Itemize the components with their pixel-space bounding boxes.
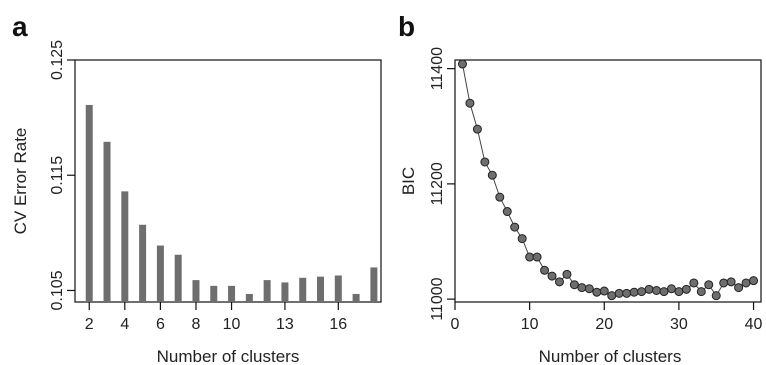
data-point	[554, 277, 564, 287]
data-point	[465, 98, 475, 108]
data-point	[562, 269, 572, 279]
data-point	[577, 283, 587, 293]
plot-frame-a	[74, 59, 382, 303]
y-axis-label-b: BIC	[399, 167, 418, 195]
y-tick-label: 11200	[429, 162, 446, 205]
data-point	[547, 271, 557, 281]
x-tick-label: 2	[85, 316, 94, 333]
bar	[299, 277, 307, 302]
data-point	[569, 280, 579, 290]
x-tick-label: 13	[276, 316, 294, 333]
x-tick-label: 0	[451, 316, 460, 333]
data-point	[607, 291, 617, 301]
bar	[156, 245, 164, 302]
data-point	[510, 222, 520, 232]
data-point	[726, 277, 736, 287]
data-point	[592, 287, 602, 297]
x-axis-label-a: Number of clusters	[157, 347, 300, 365]
x-axis-b: 0 10 20 30 40	[451, 302, 763, 333]
data-point	[525, 252, 535, 262]
points-b	[457, 59, 759, 301]
x-axis-a: 2 4 6 8 10 13 16	[85, 302, 347, 333]
data-point	[704, 280, 714, 290]
data-point	[749, 276, 759, 286]
data-point	[696, 287, 706, 297]
data-point	[480, 157, 490, 167]
data-point	[540, 265, 550, 275]
bar	[85, 104, 93, 302]
y-tick-label: 0.105	[49, 270, 66, 310]
data-point	[741, 278, 751, 288]
panel-b: b 0 10 20 30 40 11000 11200 11400 Number of cl…	[398, 11, 763, 365]
data-point	[644, 284, 654, 294]
x-tick-label: 10	[521, 316, 539, 333]
data-point	[487, 170, 497, 180]
bar	[103, 141, 111, 302]
data-point	[495, 192, 505, 202]
data-point	[666, 284, 676, 294]
y-tick-label: 0.115	[49, 156, 66, 195]
data-point	[711, 291, 721, 301]
y-tick-label: 0.125	[49, 40, 66, 80]
x-tick-label: 4	[120, 316, 129, 333]
data-point	[719, 278, 729, 288]
data-point	[457, 59, 467, 69]
bar	[281, 282, 289, 302]
y-axis-a: 0.105 0.115 0.125	[49, 40, 75, 310]
data-point	[614, 288, 624, 298]
data-point	[599, 286, 609, 296]
panel-letter-b: b	[398, 11, 415, 42]
bar	[192, 280, 200, 302]
bar	[139, 224, 147, 302]
x-tick-label: 8	[192, 316, 201, 333]
data-point	[637, 287, 647, 297]
data-point	[689, 278, 699, 288]
bar	[174, 254, 182, 302]
y-tick-label: 11400	[429, 47, 446, 90]
x-tick-label: 10	[223, 316, 241, 333]
data-point	[681, 284, 691, 294]
bar	[228, 285, 236, 302]
bar	[121, 191, 129, 302]
bic-series-line	[462, 63, 754, 297]
x-axis-label-b: Number of clusters	[539, 347, 682, 365]
data-point	[622, 288, 632, 298]
plot-frame-b	[454, 59, 762, 303]
y-axis-label-a: CV Error Rate	[11, 128, 30, 235]
data-point	[472, 124, 482, 134]
data-point	[502, 207, 512, 217]
bar	[352, 293, 360, 302]
y-tick-label: 11000	[429, 277, 446, 320]
x-tick-label: 6	[156, 316, 165, 333]
y-axis-b: 11000 11200 11400	[429, 47, 455, 321]
bar	[263, 280, 271, 302]
panel-letter-a: a	[12, 11, 28, 42]
x-tick-label: 40	[745, 316, 763, 333]
data-point	[629, 287, 639, 297]
bar	[334, 275, 342, 302]
data-point	[734, 283, 744, 293]
data-point	[517, 234, 527, 244]
data-point	[652, 285, 662, 295]
panel-a: a 2 4 6 8 10 13 16 0.105 0.115 0.125 Number of c…	[11, 11, 382, 365]
bar	[210, 285, 218, 302]
data-point	[659, 287, 669, 297]
bars-a	[85, 104, 378, 302]
x-tick-label: 30	[670, 316, 688, 333]
data-point	[584, 284, 594, 294]
x-tick-label: 20	[595, 316, 613, 333]
x-tick-label: 16	[329, 316, 347, 333]
data-point	[532, 252, 542, 262]
data-point	[674, 287, 684, 297]
bar	[317, 276, 325, 302]
bar	[245, 293, 253, 302]
bar	[370, 267, 378, 302]
